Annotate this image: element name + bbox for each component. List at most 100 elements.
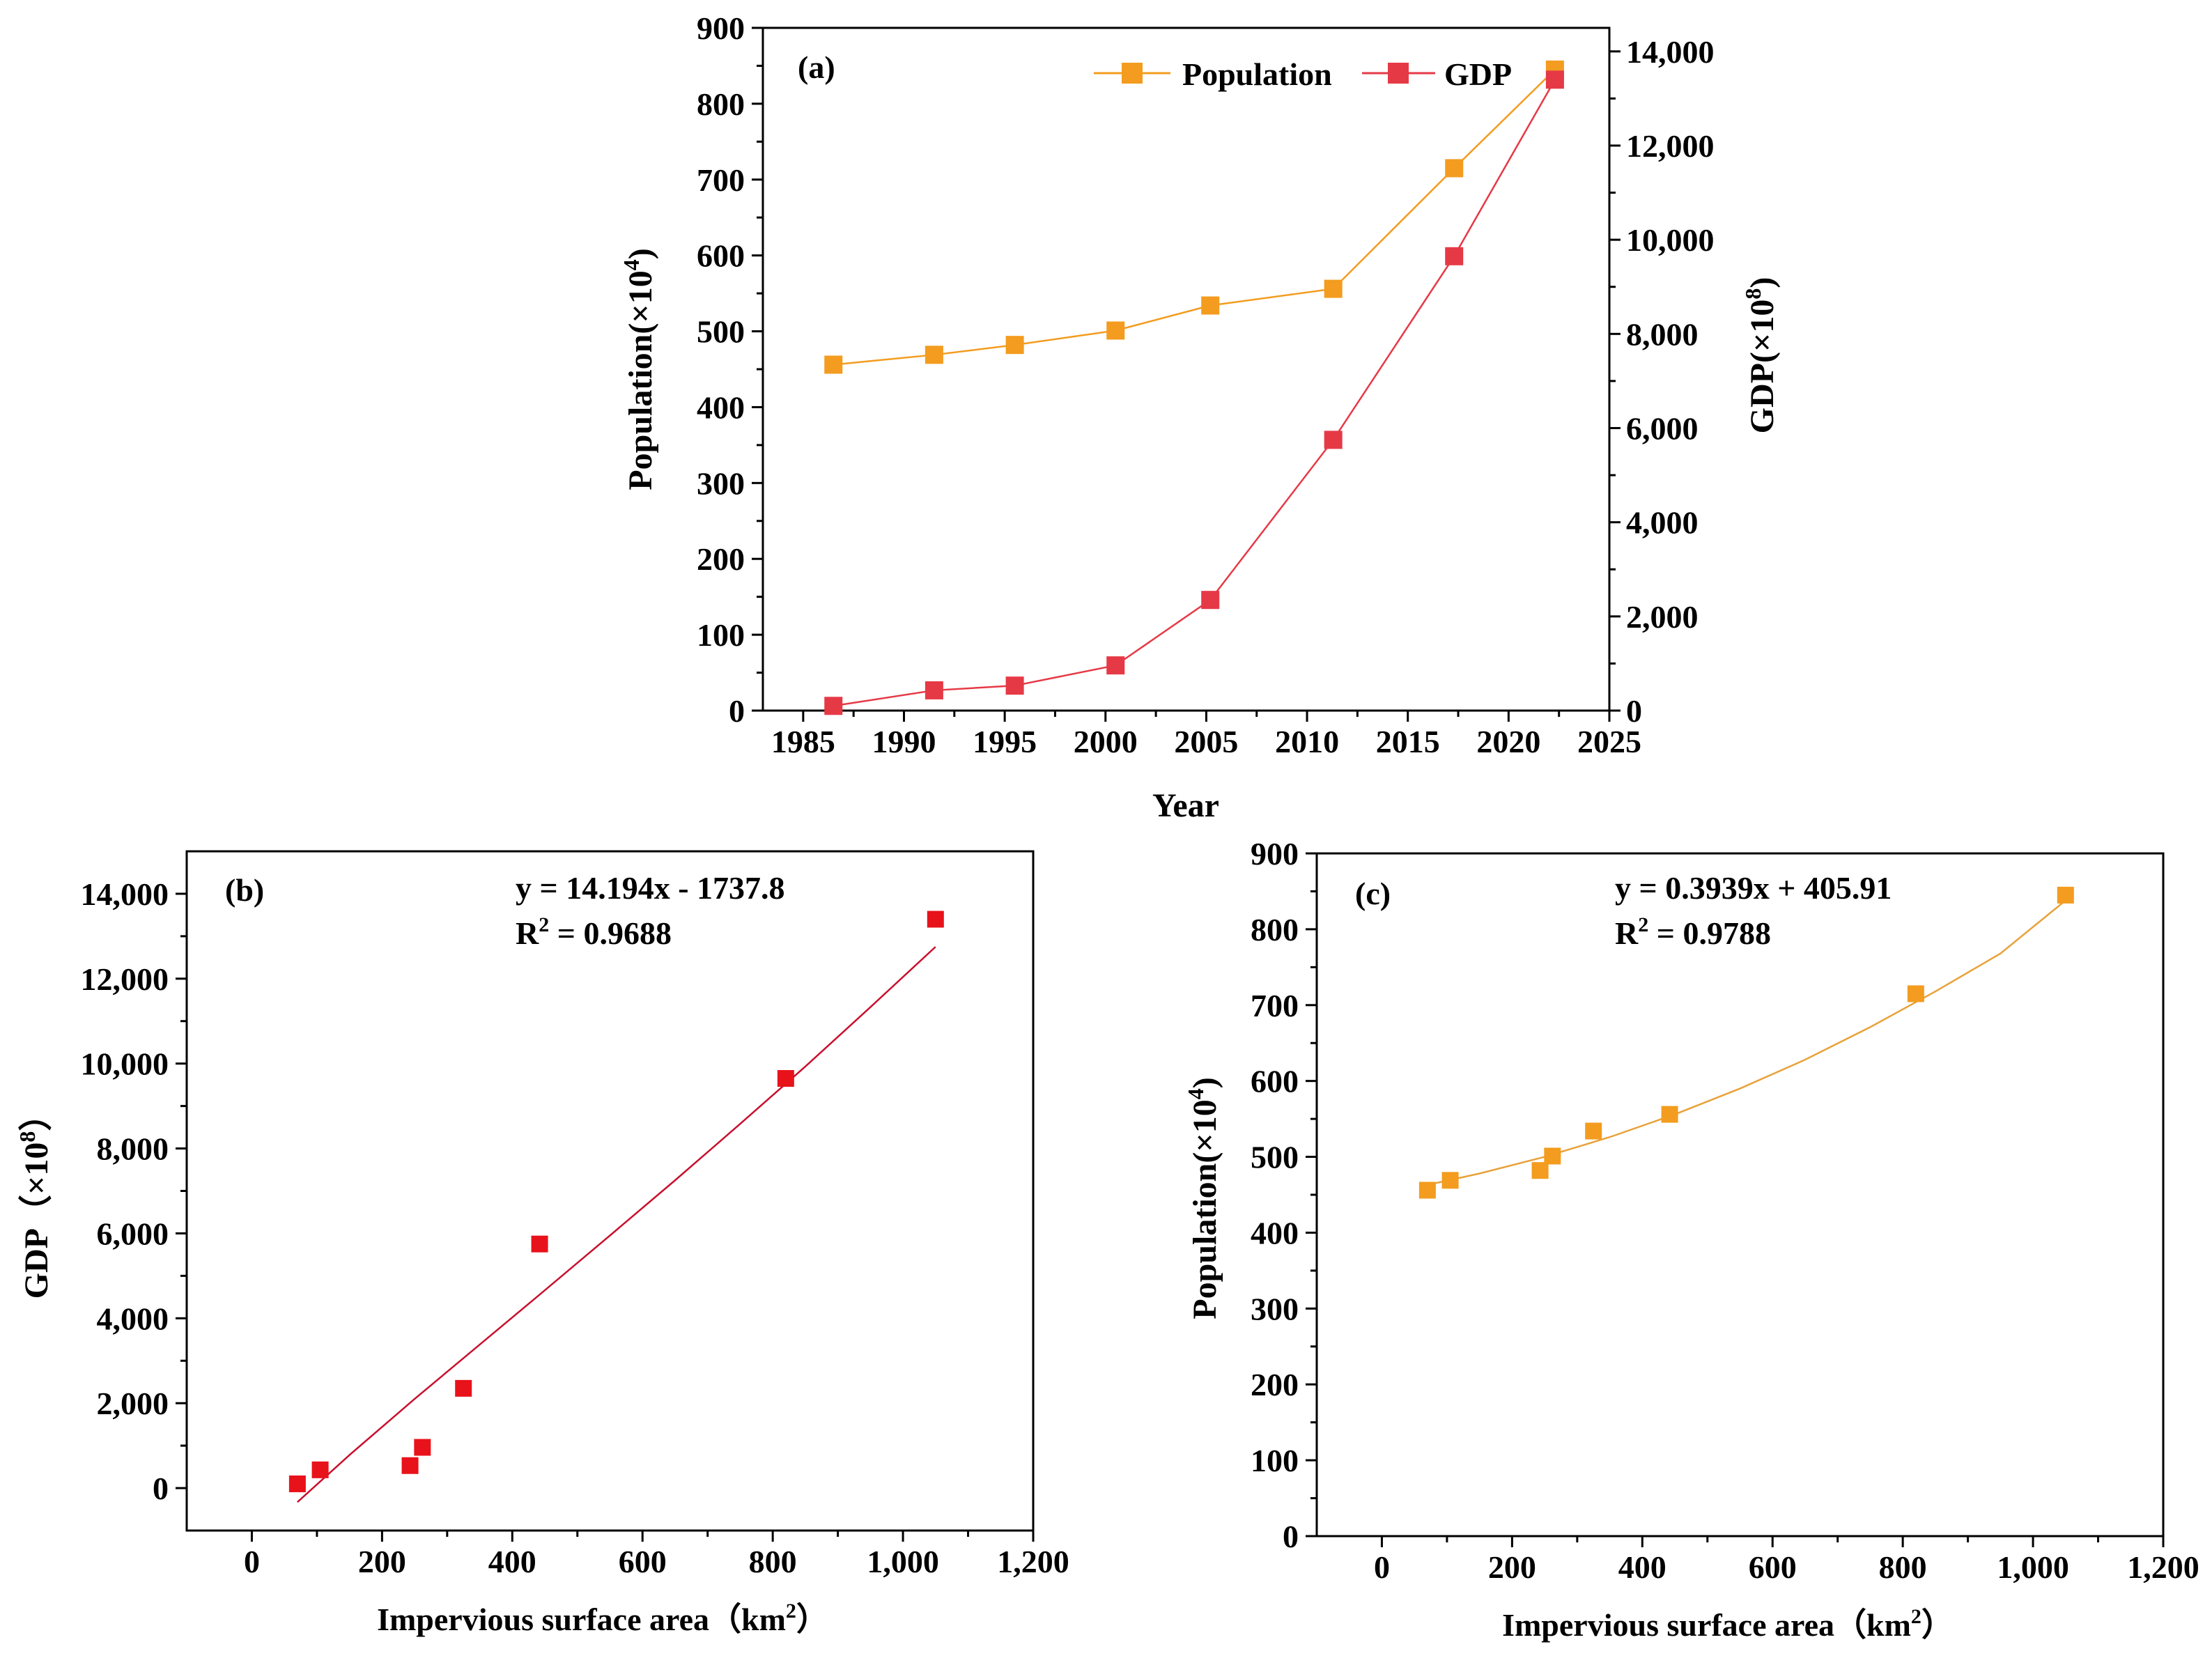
chart-a-frame [761, 26, 1611, 712]
chart-b-y-axis: 0 2,000 4,000 6,000 8,000 10,000 12,000 14,000 [81, 876, 187, 1506]
y-tick-label: 800 [697, 86, 745, 122]
y2-tick-label: 14,000 [1626, 34, 1715, 70]
y-tick-label: 500 [697, 314, 745, 350]
chart-c-x-label: Impervious surface area（km2） [1502, 1605, 1954, 1643]
data-point [401, 1457, 419, 1474]
x-tick-label: 800 [1879, 1549, 1927, 1585]
y-tick-label: 300 [1251, 1291, 1299, 1326]
chart-a-y2-axis: 0 2,000 4,000 6,000 8,000 10,000 12,000 14,000 [1609, 34, 1715, 729]
x-tick-label: 400 [488, 1544, 536, 1579]
data-point-population [1106, 321, 1125, 340]
chart-b-panel-label: (b) [225, 872, 264, 908]
y-tick-label: 900 [1251, 836, 1299, 872]
y-tick-label: 200 [1251, 1367, 1299, 1402]
y-tick-label: 900 [697, 10, 745, 46]
data-point-population [1201, 296, 1220, 315]
x-tick-label: 200 [1488, 1549, 1536, 1585]
chart-c-equation: y = 0.3939x + 405.91 [1615, 870, 1892, 906]
x-tick-label: 2005 [1174, 724, 1238, 759]
y2-tick-label: 8,000 [1626, 316, 1699, 352]
x-tick-label: 0 [1374, 1549, 1390, 1585]
chart-a-series [824, 60, 1564, 715]
data-point-gdp [1005, 676, 1024, 695]
chart-c-y-axis: 0 100 200 300 400 500 600 700 800 900 [1251, 836, 1317, 1554]
data-point [311, 1461, 329, 1478]
series-line-population [833, 68, 1556, 366]
y2-tick-label: 6,000 [1626, 410, 1699, 446]
chart-a-x-label: Year [1152, 787, 1219, 824]
x-tick-label: 600 [619, 1544, 667, 1579]
y-tick-label: 100 [697, 617, 745, 653]
data-point-gdp [824, 697, 843, 715]
data-point-gdp [925, 681, 943, 699]
x-tick-label: 200 [358, 1544, 406, 1579]
y-tick-label: 500 [1251, 1140, 1299, 1175]
legend-gdp-marker [1388, 63, 1409, 84]
chart-c: (c) y = 0.3939x + 405.91 R2 = 0.9788 0 20… [1183, 836, 2199, 1643]
chart-c-y-label: Population(×104) [1183, 1077, 1223, 1319]
y2-tick-label: 4,000 [1626, 505, 1699, 541]
y-tick-label: 12,000 [81, 961, 169, 997]
x-tick-label: 2020 [1476, 724, 1540, 759]
chart-c-x-axis: 0 200 400 600 800 1,000 1,200 [1374, 1536, 2199, 1585]
data-point [2057, 886, 2074, 904]
y-tick-label: 700 [697, 162, 745, 198]
chart-c-frame [1315, 852, 2165, 1538]
chart-c-r-squared: R2 = 0.9788 [1615, 913, 1771, 951]
y-tick-label: 600 [1251, 1064, 1299, 1099]
data-point [1441, 1172, 1459, 1189]
x-tick-label: 1990 [872, 724, 936, 759]
data-point [1531, 1162, 1549, 1179]
y-tick-label: 2,000 [97, 1386, 169, 1421]
y-tick-label: 0 [729, 693, 745, 729]
x-tick-label: 1995 [973, 724, 1037, 759]
x-tick-label: 1,000 [1997, 1549, 2069, 1585]
y-tick-label: 700 [1251, 988, 1299, 1023]
y-tick-label: 400 [1251, 1215, 1299, 1250]
x-tick-label: 1,200 [2127, 1549, 2199, 1585]
y2-tick-label: 0 [1626, 693, 1642, 729]
y-tick-label: 0 [153, 1471, 169, 1506]
chart-c-panel-label: (c) [1355, 876, 1391, 911]
chart-a-y2-label: GDP(×108) [1740, 277, 1781, 434]
y-tick-label: 600 [697, 238, 745, 274]
y-tick-label: 8,000 [97, 1131, 169, 1167]
y2-tick-label: 2,000 [1626, 599, 1699, 635]
chart-a-x-axis: 1985 1990 1995 2000 2005 2010 2015 2020 2025 [771, 711, 1641, 759]
chart-a-y-label: Population(×104) [619, 248, 659, 490]
x-tick-label: 2015 [1376, 724, 1440, 759]
y-tick-label: 0 [1283, 1519, 1299, 1554]
data-point [1418, 1182, 1436, 1199]
data-point-population [1005, 336, 1024, 355]
x-tick-label: 2025 [1577, 724, 1641, 759]
data-point [777, 1070, 794, 1087]
chart-a-y-axis: 0 100 200 300 400 500 600 700 800 900 [697, 10, 763, 729]
x-tick-label: 0 [244, 1544, 260, 1579]
data-point [927, 911, 944, 928]
data-point-population [1324, 279, 1343, 298]
fit-line [1427, 899, 2066, 1186]
y-tick-label: 6,000 [97, 1216, 169, 1251]
x-tick-label: 2010 [1275, 724, 1339, 759]
data-point-population [1445, 159, 1464, 178]
x-tick-label: 1,200 [997, 1544, 1069, 1579]
y-tick-label: 14,000 [81, 876, 169, 912]
y-tick-label: 10,000 [81, 1046, 169, 1082]
data-point-gdp [1324, 431, 1343, 449]
chart-b-frame [185, 850, 1035, 1532]
x-tick-label: 2000 [1074, 724, 1138, 759]
data-point-gdp [1545, 70, 1564, 89]
legend-population-marker [1122, 63, 1143, 84]
chart-c-series [1418, 886, 2074, 1199]
x-tick-label: 1985 [771, 724, 835, 759]
data-point [414, 1439, 431, 1456]
x-tick-label: 1,000 [867, 1544, 939, 1579]
y2-tick-label: 10,000 [1626, 222, 1715, 258]
chart-a-legend: Population GDP [1094, 56, 1512, 92]
chart-b-series [288, 911, 944, 1503]
data-point [531, 1235, 548, 1253]
data-point [455, 1379, 472, 1397]
data-point [1585, 1122, 1602, 1140]
data-point [1544, 1147, 1561, 1165]
